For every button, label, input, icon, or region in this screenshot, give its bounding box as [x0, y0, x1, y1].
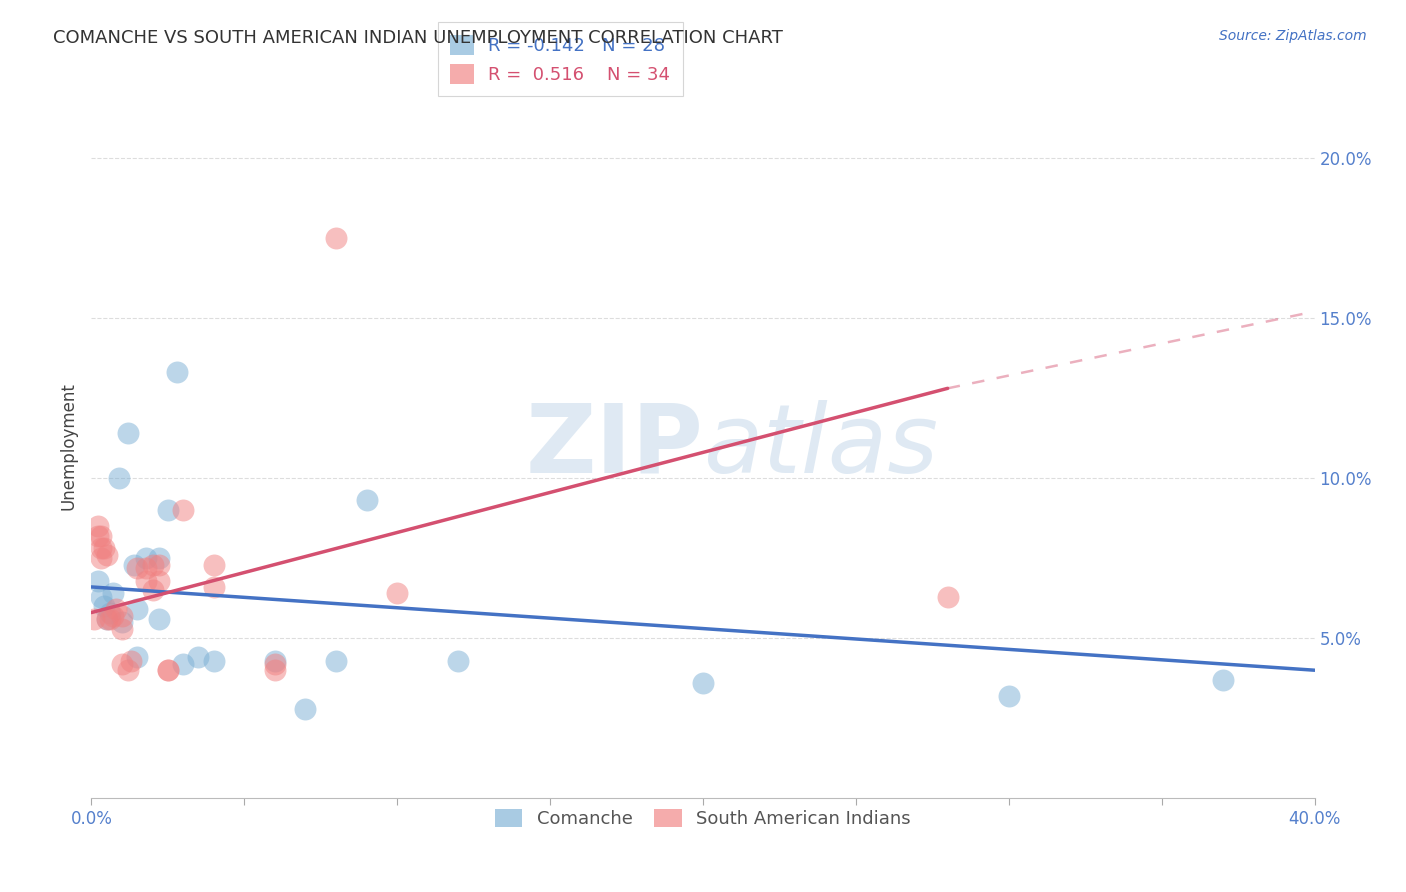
- Point: [148, 574, 170, 588]
- Point: [356, 493, 378, 508]
- Point: [135, 551, 157, 566]
- Point: [96, 548, 118, 562]
- Point: [93, 541, 115, 556]
- Point: [96, 612, 118, 626]
- Point: [111, 608, 134, 623]
- Point: [122, 558, 145, 572]
- Point: [264, 657, 287, 671]
- Point: [156, 503, 179, 517]
- Point: [111, 615, 134, 630]
- Point: [166, 365, 188, 379]
- Point: [202, 580, 225, 594]
- Point: [998, 689, 1021, 703]
- Point: [135, 560, 157, 574]
- Point: [264, 654, 287, 668]
- Point: [156, 663, 179, 677]
- Point: [172, 657, 194, 671]
- Point: [141, 558, 163, 572]
- Point: [148, 551, 170, 566]
- Point: [202, 558, 225, 572]
- Point: [83, 612, 105, 626]
- Legend: Comanche, South American Indians: Comanche, South American Indians: [488, 801, 918, 835]
- Text: COMANCHE VS SOUTH AMERICAN INDIAN UNEMPLOYMENT CORRELATION CHART: COMANCHE VS SOUTH AMERICAN INDIAN UNEMPL…: [53, 29, 783, 46]
- Point: [90, 590, 112, 604]
- Point: [90, 529, 112, 543]
- Point: [98, 606, 121, 620]
- Point: [90, 541, 112, 556]
- Point: [127, 560, 149, 574]
- Point: [86, 529, 108, 543]
- Point: [692, 676, 714, 690]
- Point: [156, 663, 179, 677]
- Point: [86, 519, 108, 533]
- Point: [101, 608, 124, 623]
- Point: [936, 590, 959, 604]
- Point: [325, 654, 347, 668]
- Point: [135, 574, 157, 588]
- Point: [148, 612, 170, 626]
- Y-axis label: Unemployment: Unemployment: [59, 382, 77, 510]
- Point: [93, 599, 115, 614]
- Point: [148, 558, 170, 572]
- Point: [104, 602, 127, 616]
- Point: [111, 622, 134, 636]
- Point: [96, 612, 118, 626]
- Point: [202, 654, 225, 668]
- Point: [111, 657, 134, 671]
- Point: [172, 503, 194, 517]
- Point: [120, 654, 142, 668]
- Point: [117, 663, 139, 677]
- Point: [187, 650, 209, 665]
- Point: [90, 551, 112, 566]
- Point: [385, 586, 409, 600]
- Point: [101, 586, 124, 600]
- Point: [117, 426, 139, 441]
- Point: [447, 654, 470, 668]
- Point: [141, 583, 163, 598]
- Point: [1212, 673, 1234, 687]
- Point: [325, 231, 347, 245]
- Point: [264, 663, 287, 677]
- Point: [127, 602, 149, 616]
- Text: Source: ZipAtlas.com: Source: ZipAtlas.com: [1219, 29, 1367, 43]
- Point: [86, 574, 108, 588]
- Point: [98, 612, 121, 626]
- Text: ZIP: ZIP: [524, 400, 703, 492]
- Point: [108, 471, 131, 485]
- Point: [294, 701, 316, 715]
- Text: atlas: atlas: [703, 400, 938, 492]
- Point: [127, 650, 149, 665]
